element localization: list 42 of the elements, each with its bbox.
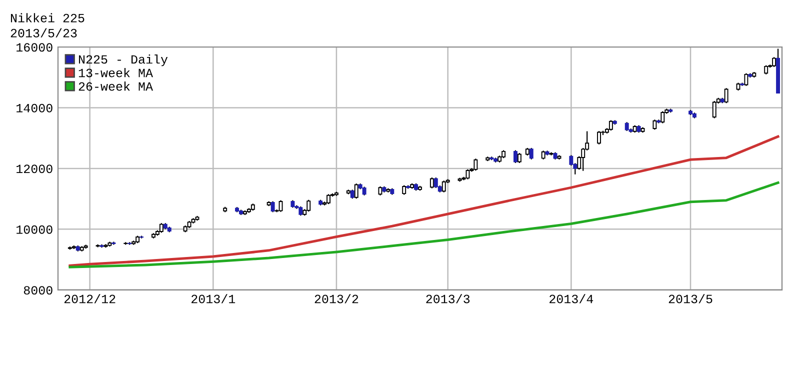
candlestick	[597, 130, 601, 145]
candlestick	[517, 152, 522, 164]
y-tick-label: 14000	[16, 104, 52, 112]
candlestick	[430, 176, 434, 189]
candlestick	[402, 184, 406, 196]
legend-label: N225 - Daily	[78, 54, 168, 66]
candlestick	[442, 180, 446, 193]
candlestick	[354, 182, 358, 200]
legend-label: 13-week MA	[78, 68, 154, 78]
y-tick-label: 16000	[16, 43, 52, 52]
candlestick	[772, 56, 776, 68]
x-tick-label: 2013/3	[426, 294, 470, 304]
y-tick-label: 10000	[16, 225, 52, 234]
legend-label: 26-week MA	[78, 82, 154, 91]
candlestick	[326, 194, 330, 205]
candlestick	[513, 150, 518, 164]
candlestick	[466, 168, 470, 180]
candlestick	[434, 176, 438, 188]
candlestick	[608, 120, 613, 132]
candlestick	[764, 64, 768, 75]
y-tick-label: 8000	[24, 286, 52, 295]
line-series	[68, 181, 780, 268]
candlestick	[652, 119, 657, 130]
candlestick	[712, 100, 716, 119]
candlestick	[270, 200, 275, 213]
y-tick-label: 12000	[16, 164, 52, 174]
candlestick	[306, 199, 311, 212]
chart-title: Nikkei 225	[10, 13, 84, 22]
candlestick	[159, 222, 164, 234]
x-tick-label: 2013/5	[668, 294, 712, 304]
x-tick-label: 2013/1	[192, 294, 236, 304]
candlestick	[529, 147, 534, 160]
x-tick-label: 2012/12	[64, 294, 116, 304]
line-series	[68, 135, 780, 267]
chart-subtitle: 2013/5/23	[10, 28, 77, 38]
candlestick	[298, 206, 303, 216]
candlestick	[724, 88, 728, 104]
candlestick	[744, 72, 748, 86]
candlestick	[474, 158, 478, 172]
x-tick-label: 2013/2	[314, 294, 358, 304]
x-tick-label: 2013/4	[550, 294, 594, 304]
candlestick	[660, 110, 665, 124]
